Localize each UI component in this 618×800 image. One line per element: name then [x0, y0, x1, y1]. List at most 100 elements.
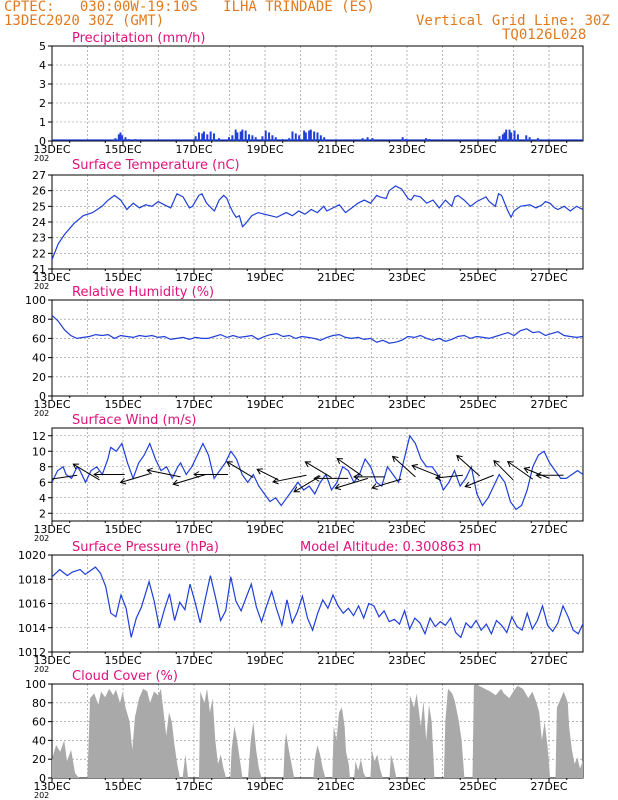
x-tick-label: 27DEC: [530, 780, 567, 793]
y-tick-label: 2: [39, 97, 46, 110]
x-tick-label: 25DEC: [459, 398, 496, 411]
wind-arrow: [193, 471, 229, 478]
x-tick-label: 13DEC: [33, 271, 70, 284]
precip-bar: [209, 131, 212, 141]
y-tick-label: 2: [39, 507, 46, 520]
precip-bar: [501, 134, 504, 141]
x-tick-label: 25DEC: [459, 654, 496, 667]
precip-bar: [528, 137, 531, 141]
x-tick-label: 27DEC: [530, 143, 567, 156]
precip-bar: [309, 129, 312, 141]
y-tick-label: 20: [32, 371, 46, 384]
y-tick-label: 0: [39, 390, 46, 403]
wind-arrow: [334, 477, 369, 491]
header-line2-right: Vertical Grid Line: 30Z: [416, 13, 610, 29]
precip-bar: [505, 129, 508, 141]
wind-arrow: [146, 467, 181, 478]
x-tick-label: 15DEC: [104, 143, 141, 156]
precip-bar: [313, 131, 316, 141]
wind-arrow: [119, 473, 150, 485]
precip-bar: [503, 132, 506, 141]
precip-bar: [366, 137, 369, 141]
y-tick-label: 100: [25, 294, 46, 307]
panel-title: Surface Temperature (nC): [72, 158, 240, 173]
x-tick-label: 25DEC: [459, 271, 496, 284]
x-year-label: 202: [34, 409, 49, 418]
x-tick-label: 23DEC: [388, 398, 425, 411]
y-tick-label: 1012: [18, 646, 46, 659]
precip-bar: [268, 132, 271, 141]
precip-bar: [239, 131, 242, 141]
wind-arrow: [464, 474, 494, 489]
wind-arrow: [226, 461, 254, 479]
x-tick-label: 13DEC: [33, 654, 70, 667]
precip-bar: [244, 130, 247, 141]
panel-title: Cloud Cover (%): [72, 669, 178, 684]
panel-title: Surface Pressure (hPa): [72, 540, 219, 555]
x-tick-label: 19DEC: [246, 654, 283, 667]
y-tick-label: 60: [32, 332, 46, 345]
x-year-label: 202: [34, 791, 49, 800]
x-tick-label: 17DEC: [175, 143, 212, 156]
panel-title: Surface Wind (m/s): [72, 413, 196, 428]
precip-bar: [308, 130, 311, 141]
precip-bar: [323, 137, 326, 141]
x-tick-label: 19DEC: [246, 780, 283, 793]
x-year-label: 202: [34, 282, 49, 291]
x-tick-label: 25DEC: [459, 523, 496, 536]
precip-bar: [194, 136, 197, 141]
precip-bar: [119, 132, 122, 141]
x-tick-label: 21DEC: [317, 143, 354, 156]
x-tick-label: 15DEC: [104, 780, 141, 793]
wind-arrow: [391, 455, 416, 478]
x-tick-label: 15DEC: [104, 398, 141, 411]
y-tick-label: 1: [39, 116, 46, 129]
y-tick-label: 100: [25, 678, 46, 691]
precip-bar: [202, 131, 205, 141]
precip-bar: [121, 135, 124, 141]
y-tick-label: 5: [39, 40, 46, 53]
x-tick-label: 17DEC: [175, 654, 212, 667]
precip-bar: [201, 133, 204, 141]
precip-bar: [513, 130, 516, 141]
y-tick-label: 4: [39, 492, 46, 505]
precip-bar: [508, 129, 511, 141]
wind-arrow: [535, 471, 564, 479]
wind-arrow: [72, 463, 100, 481]
y-tick-label: 6: [39, 476, 46, 489]
x-year-label: 202: [34, 534, 49, 543]
x-tick-label: 17DEC: [175, 523, 212, 536]
precip-bar: [254, 137, 257, 141]
wind-arrow: [336, 457, 363, 477]
y-tick-label: 80: [32, 313, 46, 326]
precip-bar: [261, 136, 264, 141]
wind-arrow: [434, 474, 463, 481]
panel-frame: [51, 299, 584, 397]
wind-arrow: [93, 471, 125, 478]
precip-bar: [316, 132, 319, 141]
wind-arrow: [506, 461, 534, 480]
wind-arrow: [172, 474, 206, 487]
y-tick-label: 23: [32, 232, 46, 245]
x-tick-label: 13DEC: [33, 523, 70, 536]
x-tick-label: 23DEC: [388, 780, 425, 793]
y-tick-label: 60: [32, 716, 46, 729]
y-tick-label: 20: [32, 753, 46, 766]
precip-bar: [251, 135, 254, 141]
x-year-label: 202: [34, 154, 49, 163]
precip-bar: [304, 132, 307, 141]
precip-bar: [303, 130, 306, 141]
precip-bar: [197, 132, 200, 141]
x-tick-label: 23DEC: [388, 271, 425, 284]
precip-bar: [236, 132, 239, 141]
panel-title: Relative Humidity (%): [72, 285, 214, 300]
y-tick-label: 26: [32, 185, 46, 198]
y-tick-label: 21: [32, 263, 46, 276]
x-tick-label: 17DEC: [175, 271, 212, 284]
precip-bar: [117, 134, 120, 141]
x-tick-label: 23DEC: [388, 654, 425, 667]
x-tick-label: 25DEC: [459, 143, 496, 156]
y-tick-label: 40: [32, 352, 46, 365]
y-tick-label: 3: [39, 78, 46, 91]
panel-title: Precipitation (mm/h): [72, 31, 205, 46]
